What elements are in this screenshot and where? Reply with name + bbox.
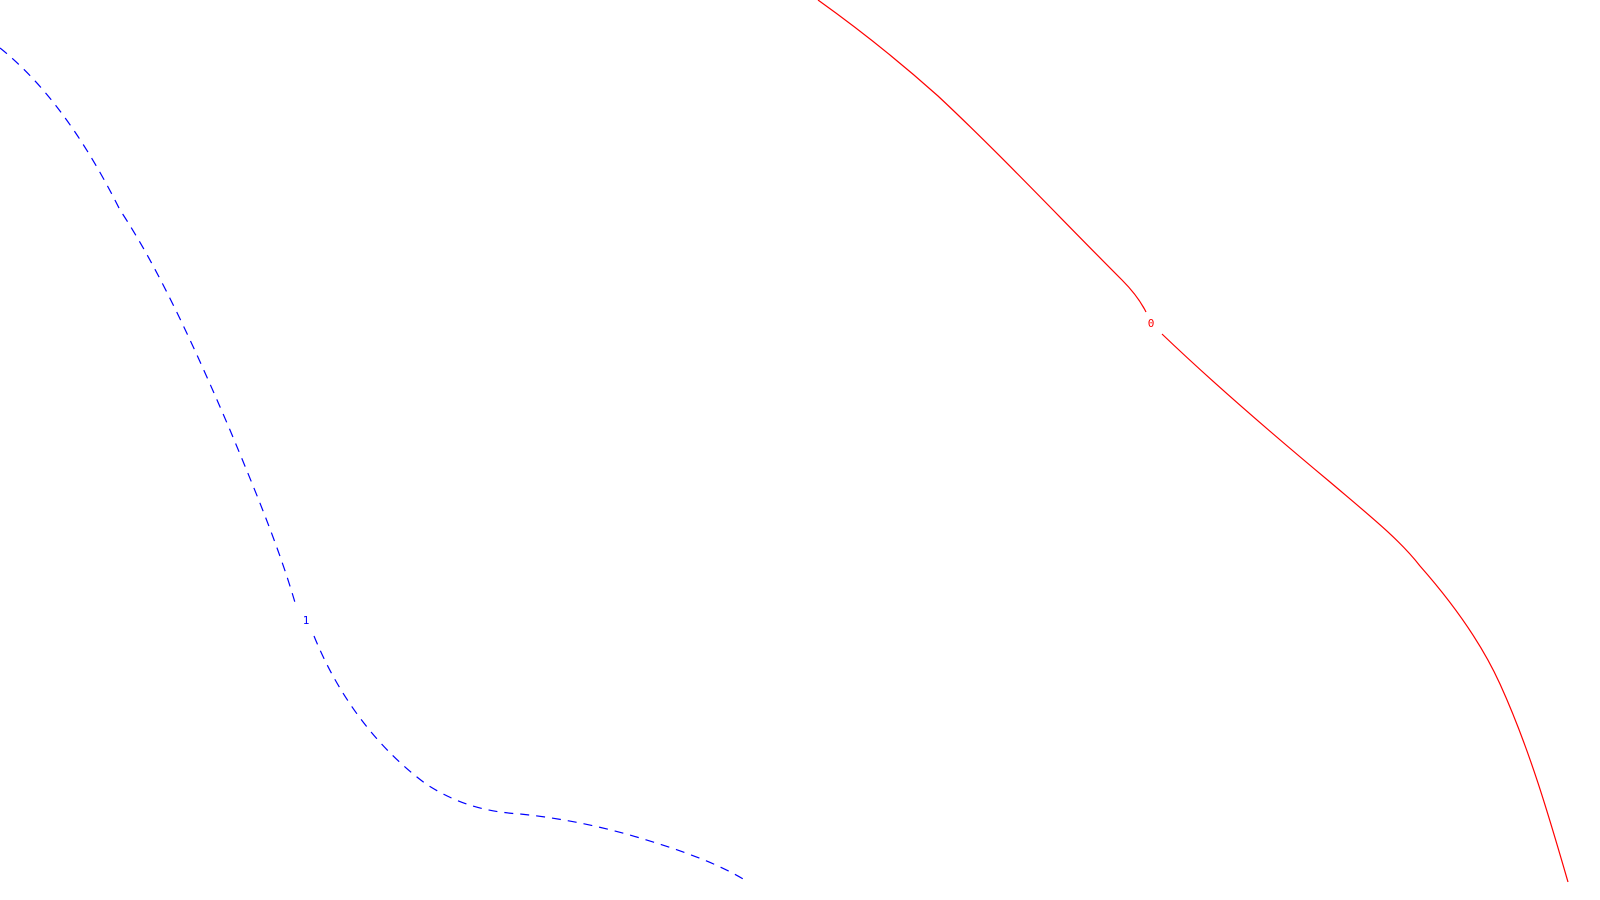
contour-label-1: 1 — [303, 614, 310, 627]
contour-curve-1 — [0, 47, 749, 883]
contour-curve-0 — [817, 0, 1569, 883]
contour-label-0: 0 — [1148, 317, 1155, 330]
